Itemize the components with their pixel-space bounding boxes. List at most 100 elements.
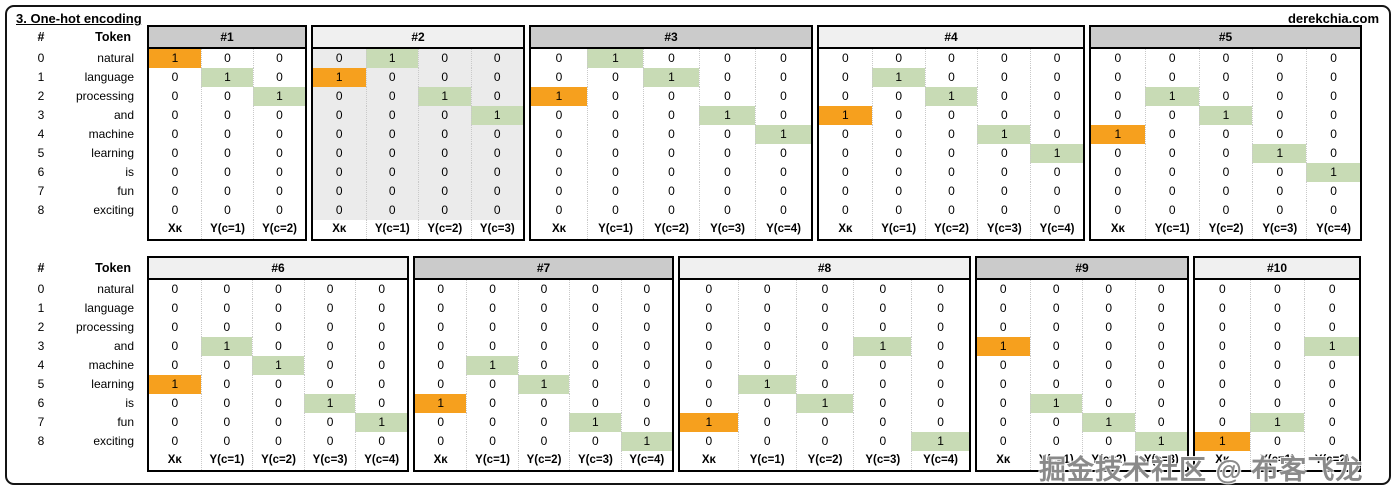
column-label: Y(c=2) [924,220,978,239]
zero-cell: 0 [1218,396,1226,410]
zero-cell: 0 [171,396,179,410]
zero-cell: 0 [517,432,569,451]
zero-cell: 0 [365,144,419,163]
zero-cell: 0 [1114,51,1122,65]
zero-cell: 0 [795,280,854,299]
zero-cell: 0 [1114,108,1122,122]
zero-cell: 0 [705,301,713,315]
zero-cell: 0 [1249,432,1305,451]
zero-cell: 0 [365,182,419,201]
zero-cell: 0 [1134,413,1188,432]
zero-cell: 0 [201,106,253,125]
zero-cell: 0 [569,356,620,375]
zero-cell: 0 [517,299,569,318]
zero-cell: 0 [1134,280,1188,299]
zero-cell: 0 [355,337,407,356]
column-label: Y(c=2) [643,220,699,239]
window-footer: Xᴋ Y(c=1) Y(c=2) Y(c=3) Y(c=4) [819,220,1083,239]
zero-cell: 0 [365,201,419,220]
zero-cell: 0 [201,49,253,68]
one-hot-cell: 1 [1195,432,1250,451]
zero-cell: 0 [643,144,699,163]
zero-cell: 0 [201,144,253,163]
zero-cell: 0 [1249,280,1305,299]
zero-cell: 0 [1144,68,1199,87]
zero-cell: 0 [737,356,796,375]
one-hot-cell: 1 [201,68,253,87]
zero-cell: 0 [171,108,179,122]
zero-cell: 0 [253,49,305,68]
zero-cell: 0 [911,394,969,413]
zero-cell: 0 [737,280,796,299]
zero-cell: 0 [335,146,343,160]
column-label: Xᴋ [551,223,567,235]
zero-cell: 0 [1082,337,1135,356]
zero-cell: 0 [171,320,179,334]
zero-cell: 0 [253,68,305,87]
token-label: natural [97,282,134,296]
column-label: Y(c=3) [470,220,524,239]
zero-cell: 0 [1144,182,1199,201]
one-hot-cell: 1 [755,125,811,144]
zero-cell: 0 [699,144,755,163]
zero-cell: 0 [620,318,672,337]
token-index: 1 [37,301,45,315]
zero-cell: 0 [924,125,978,144]
token-index: 8 [37,434,45,448]
token-index: 2 [37,320,45,334]
zero-cell: 0 [470,201,524,220]
window-table-7: #7 0 0 0 0 0 0 0 0 0 0 0 0 0 0 0 0 0 0 0 0 0 1 0 0 0 0 0 1 0 0 1 0 0 0 0 0 0 0… [413,256,674,472]
zero-cell: 0 [1304,394,1359,413]
zero-cell: 0 [437,320,445,334]
column-label: Y(c=2) [1304,451,1359,470]
one-hot-cell: 1 [1306,163,1360,182]
zero-cell: 0 [705,282,713,296]
zero-cell: 0 [569,375,620,394]
column-label: Y(c=1) [1144,220,1199,239]
zero-cell: 0 [1304,356,1359,375]
token-index-column: #0 1 2 3 4 5 6 7 8 [15,25,67,220]
zero-cell: 0 [252,394,304,413]
column-label: Y(c=1) [466,451,517,470]
zero-cell: 0 [201,163,253,182]
zero-cell: 0 [1304,318,1359,337]
window-header: #2 [313,27,523,49]
zero-cell: 0 [1249,337,1305,356]
zero-cell: 0 [1249,356,1305,375]
zero-cell: 0 [1218,301,1226,315]
token-index: 7 [37,184,45,198]
one-hot-cell: 1 [1304,337,1359,356]
zero-cell: 0 [1249,318,1305,337]
zero-cell: 0 [418,182,471,201]
zero-cell: 0 [418,163,471,182]
zero-cell: 0 [470,182,524,201]
column-label: Y(c=2) [1198,220,1253,239]
zero-cell: 0 [171,165,179,179]
zero-cell: 0 [1304,432,1359,451]
one-hot-cell: 1 [795,394,854,413]
zero-cell: 0 [795,432,854,451]
token-label: natural [97,51,134,65]
zero-cell: 0 [365,87,419,106]
one-hot-cell: 1 [303,394,356,413]
window-table-4: #4 0 0 0 0 0 0 1 0 0 0 0 0 1 0 0 1 0 0 0 0 0 0 0 1 0 0 0 0 0 1 0 0 0 0 0 0 0 0… [817,25,1085,241]
zero-cell: 0 [924,49,978,68]
column-label: Y(c=2) [253,220,305,239]
zero-cell: 0 [853,299,911,318]
zero-cell: 0 [466,413,517,432]
one-hot-cell: 1 [1029,394,1082,413]
zero-cell: 0 [705,358,713,372]
one-hot-cell: 1 [313,68,366,87]
zero-cell: 0 [842,70,849,84]
zero-cell: 0 [620,337,672,356]
zero-cell: 0 [1030,49,1083,68]
zero-cell: 0 [699,125,755,144]
zero-cell: 0 [853,280,911,299]
one-hot-cell: 1 [1252,144,1307,163]
column-label: Y(c=1) [587,220,643,239]
one-hot-cell: 1 [355,413,407,432]
zero-cell: 0 [1249,299,1305,318]
zero-cell: 0 [620,280,672,299]
zero-cell: 0 [365,125,419,144]
